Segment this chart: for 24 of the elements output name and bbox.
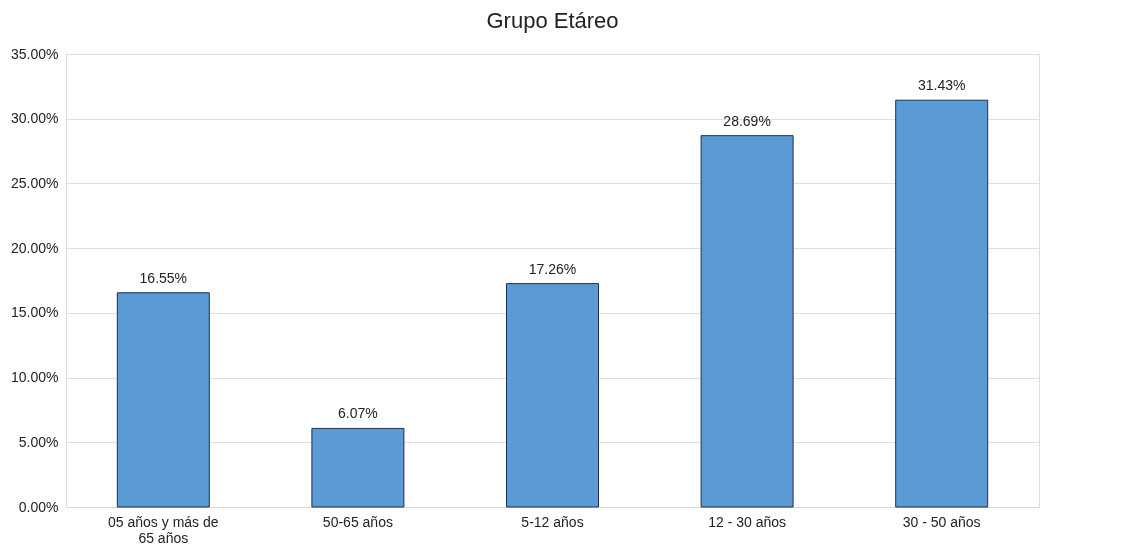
chart-title: Grupo Etáreo (486, 8, 619, 33)
x-tick-label: 12 - 30 años (708, 513, 787, 530)
y-tick-label: 25.00% (11, 174, 59, 191)
x-tick-label: 50-65 años (322, 513, 393, 530)
bar (311, 427, 405, 508)
data-label: 17.26% (528, 260, 577, 277)
y-tick-label: 5.00% (18, 433, 59, 450)
data-label: 6.07% (338, 405, 378, 422)
y-tick-label: 30.00% (11, 110, 59, 127)
y-tick-label: 35.00% (11, 45, 59, 62)
bar (895, 99, 989, 508)
bar (506, 283, 599, 508)
y-tick-label: 0.00% (18, 498, 59, 515)
y-tick-label: 10.00% (11, 369, 59, 386)
x-tick-label: 5-12 años (521, 513, 584, 530)
y-tick-label: 20.00% (11, 239, 59, 256)
x-tick-label: 30 - 50 años (902, 513, 981, 530)
bar (700, 135, 794, 508)
bar (116, 292, 210, 508)
x-tick-label: 05 años y más de 65 años (108, 513, 219, 546)
data-label: 31.43% (917, 77, 966, 94)
data-label: 16.55% (139, 269, 188, 286)
y-tick-label: 15.00% (11, 304, 59, 321)
data-label: 28.69% (723, 112, 771, 129)
